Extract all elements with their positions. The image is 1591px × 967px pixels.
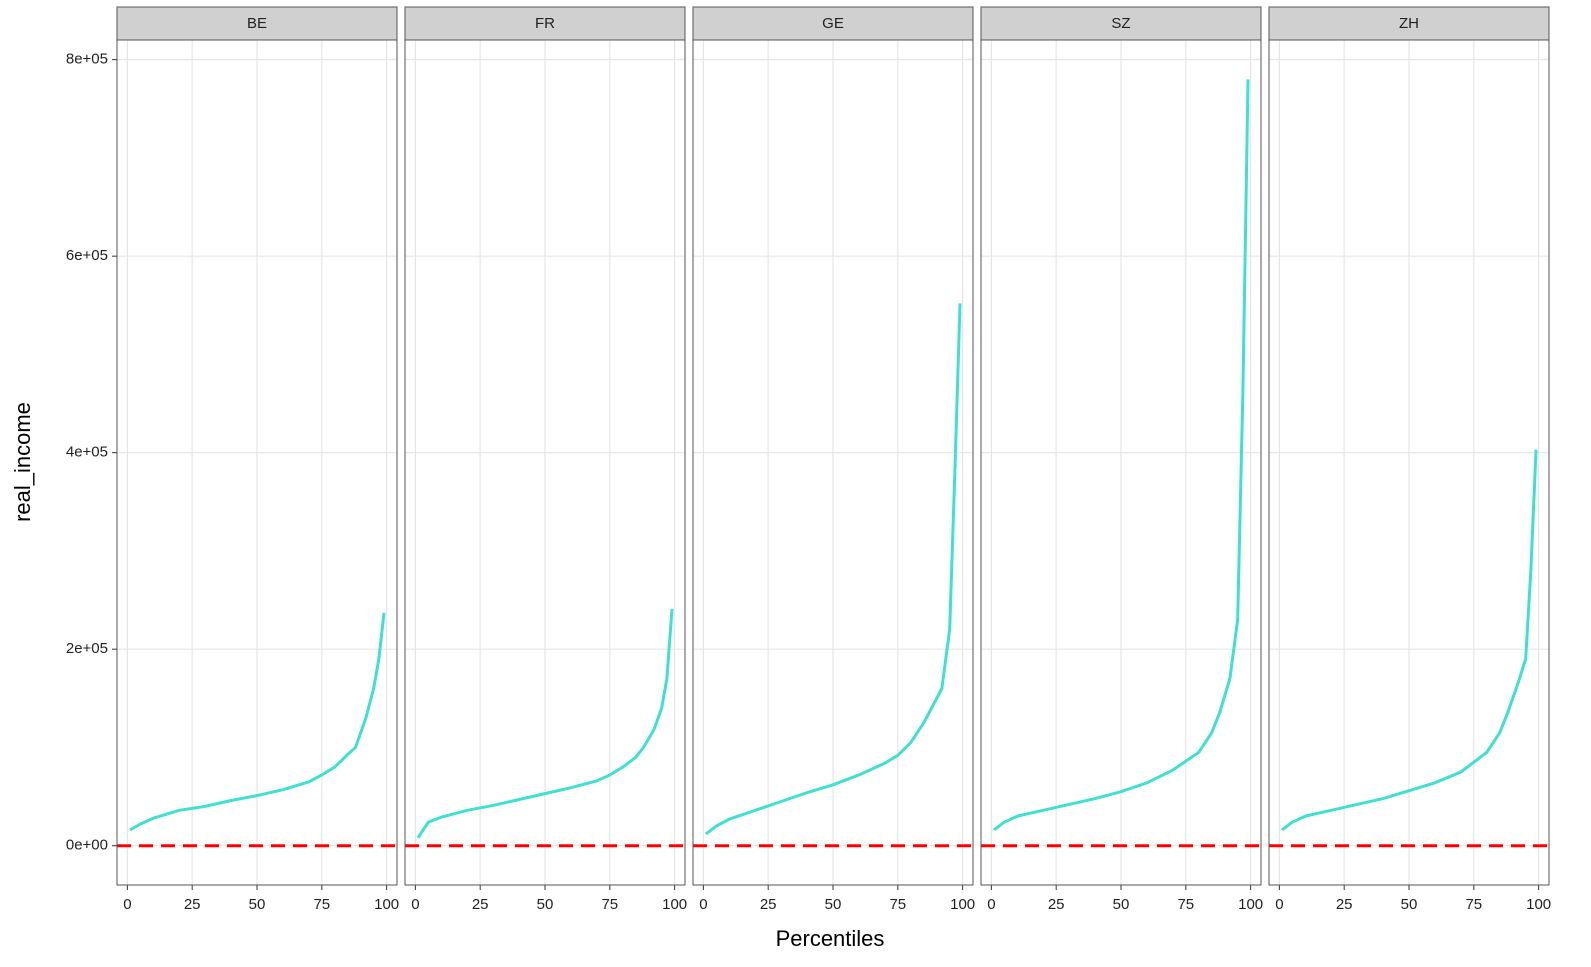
panel-border xyxy=(692,39,974,886)
x-axis-title: Percentiles xyxy=(776,926,885,951)
x-tick-label: 75 xyxy=(889,896,906,913)
strip xyxy=(116,6,398,41)
x-tick-label: 50 xyxy=(537,896,554,913)
y-tick-label: 8e+05 xyxy=(66,51,108,68)
strip xyxy=(692,6,974,41)
strip xyxy=(404,6,686,41)
x-tick-label: 25 xyxy=(184,896,201,913)
x-tick-label: 0 xyxy=(411,896,419,913)
x-tick-label: 50 xyxy=(249,896,266,913)
x-tick-label: 100 xyxy=(374,896,399,913)
facet-title: FR xyxy=(535,15,555,32)
panel-border xyxy=(980,39,1262,886)
x-tick-label: 100 xyxy=(662,896,687,913)
income-line xyxy=(705,303,962,836)
facet-title: GE xyxy=(822,15,844,32)
strip xyxy=(980,6,1262,41)
x-tick-label: 50 xyxy=(1113,896,1130,913)
income-line xyxy=(993,79,1250,832)
x-tick-label: 25 xyxy=(472,896,489,913)
x-tick-label: 75 xyxy=(313,896,330,913)
y-tick-label: 6e+05 xyxy=(66,247,108,264)
x-tick-label: 50 xyxy=(825,896,842,913)
x-tick-label: 25 xyxy=(1048,896,1065,913)
x-tick-label: 100 xyxy=(1526,896,1551,913)
x-tick-label: 75 xyxy=(1177,896,1194,913)
x-tick-label: 0 xyxy=(1275,896,1283,913)
x-tick-label: 100 xyxy=(1238,896,1263,913)
panel-border xyxy=(1268,39,1550,886)
x-tick-label: 25 xyxy=(1336,896,1353,913)
income-line xyxy=(1281,449,1538,832)
y-tick-label: 0e+00 xyxy=(66,837,108,854)
x-tick-label: 0 xyxy=(987,896,995,913)
x-tick-label: 0 xyxy=(123,896,131,913)
income-line xyxy=(129,612,386,832)
y-axis-title: real_income xyxy=(10,402,35,522)
x-tick-label: 25 xyxy=(760,896,777,913)
panel-border xyxy=(404,39,686,886)
x-tick-label: 100 xyxy=(950,896,975,913)
x-tick-label: 50 xyxy=(1401,896,1418,913)
facet-title: BE xyxy=(247,15,267,32)
y-tick-label: 4e+05 xyxy=(66,444,108,461)
x-tick-label: 0 xyxy=(699,896,707,913)
y-tick-label: 2e+05 xyxy=(66,640,108,657)
x-tick-label: 75 xyxy=(601,896,618,913)
facet-title: ZH xyxy=(1399,15,1419,32)
income-line xyxy=(416,608,674,839)
panel-border xyxy=(116,39,398,886)
x-tick-label: 75 xyxy=(1465,896,1482,913)
facet-title: SZ xyxy=(1111,15,1130,32)
